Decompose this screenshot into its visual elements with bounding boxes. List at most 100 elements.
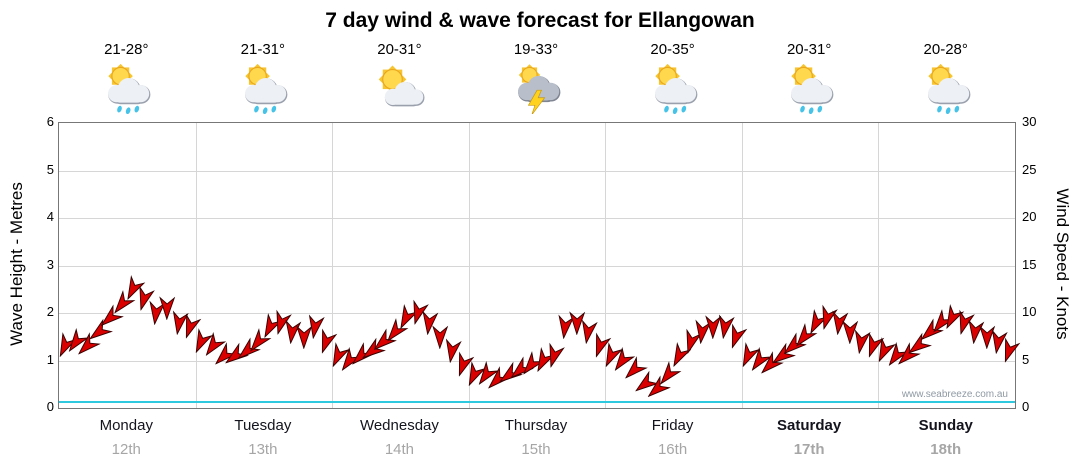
- wind-direction-arrow: [791, 322, 819, 351]
- wind-direction-arrow: [872, 337, 897, 366]
- sun-cloud-rain-icon: [100, 62, 152, 114]
- day-date: 16th: [657, 441, 688, 458]
- wind-direction-arrow: [73, 332, 102, 360]
- wind-direction-arrow: [295, 325, 312, 350]
- sun-cloud-rain-icon: [783, 62, 835, 114]
- storm-icon: [510, 62, 562, 114]
- left-axis-title: Wave Height - Metres: [7, 182, 26, 346]
- wind-direction-arrow: [978, 325, 995, 350]
- day-name: Wednesday: [359, 417, 439, 434]
- sun-cloud-icon: [373, 62, 425, 114]
- wind-direction-arrow: [842, 320, 859, 345]
- day-date: 12th: [111, 441, 141, 458]
- sun-cloud-rain-icon: [647, 62, 699, 114]
- horizontal-gridline: [59, 170, 1015, 172]
- wind-direction-arrow: [568, 310, 586, 336]
- wind-direction-arrow: [725, 323, 748, 351]
- wind-direction-arrow: [882, 341, 909, 370]
- wind-direction-arrow: [169, 309, 189, 335]
- wind-direction-arrow: [530, 346, 556, 375]
- day-name: Friday: [651, 417, 694, 434]
- wind-direction-arrow: [326, 341, 351, 370]
- wind-direction-arrow: [305, 314, 325, 340]
- horizontal-gridline: [59, 313, 1015, 314]
- right-axis-tick-label: 25: [1022, 161, 1037, 177]
- wind-direction-arrow: [472, 360, 500, 389]
- left-axis-tick-label: 0: [46, 399, 54, 414]
- day-temperature: 19-33°: [513, 41, 559, 58]
- day-temperature: 20-31°: [786, 41, 832, 58]
- wind-direction-arrow: [620, 356, 648, 384]
- wind-direction-arrow: [442, 338, 462, 364]
- wind-direction-arrow: [381, 317, 409, 347]
- day-date: 14th: [384, 441, 415, 458]
- day-date: 13th: [248, 441, 278, 458]
- day-date: 17th: [793, 441, 825, 458]
- wind-direction-arrow: [735, 341, 760, 370]
- wind-direction-arrow: [543, 342, 565, 369]
- weather-icon-sun-cloud-rain: [647, 62, 699, 114]
- wind-direction-arrow: [210, 341, 238, 370]
- day-temperature: 20-35°: [650, 41, 695, 58]
- wind-direction-arrow: [588, 332, 611, 360]
- wind-direction-arrow: [257, 313, 282, 342]
- wind-direction-arrow: [745, 346, 773, 375]
- wind-direction-arrow: [803, 308, 829, 337]
- horizontal-gridline: [59, 360, 1015, 362]
- sun-cloud-rain-icon: [237, 62, 289, 114]
- right-axis-tick-label: 5: [1022, 351, 1030, 367]
- left-axis-tick-label: 6: [46, 114, 54, 129]
- wind-direction-arrow: [232, 337, 261, 365]
- wind-direction-arrow: [419, 310, 439, 336]
- day-date: 15th: [521, 441, 551, 458]
- wind-direction-arrow: [705, 315, 722, 340]
- wind-direction-arrow: [452, 351, 475, 379]
- wind-direction-arrow: [599, 341, 624, 370]
- right-axis-tick-label: 15: [1022, 256, 1037, 272]
- wind-direction-arrow: [133, 285, 156, 312]
- weather-icon-sun-cloud-rain: [237, 62, 289, 114]
- wind-direction-arrow: [779, 332, 808, 360]
- wind-direction-arrow: [654, 360, 682, 389]
- wind-direction-arrow: [315, 327, 338, 356]
- wind-direction-arrow: [63, 327, 90, 356]
- wind-direction-arrow: [998, 337, 1021, 365]
- wind-direction-arrow: [829, 310, 848, 336]
- wind-direction-arrow: [84, 318, 113, 345]
- wind-direction-arrow: [940, 303, 965, 332]
- weather-icon-sun-cloud: [373, 62, 425, 114]
- wind-direction-arrow: [927, 308, 955, 337]
- wind-direction-arrow: [96, 304, 125, 332]
- wind-direction-arrow: [852, 328, 872, 354]
- wind-direction-arrow: [609, 346, 636, 375]
- weather-icon-sun-cloud-rain: [920, 62, 972, 114]
- wind-direction-arrow: [120, 275, 146, 304]
- wind-direction-arrow: [556, 314, 575, 340]
- wind-direction-arrow: [432, 325, 449, 350]
- day-name: Sunday: [918, 417, 973, 434]
- chart-title: 7 day wind & wave forecast for Ellangowa…: [325, 9, 755, 32]
- day-temperature: 21-31°: [240, 41, 286, 58]
- wind-direction-arrow: [715, 314, 735, 340]
- wind-direction-arrow: [631, 370, 660, 398]
- day-temperature: 20-28°: [923, 41, 968, 58]
- wind-direction-arrow: [915, 318, 944, 346]
- right-axis-tick-label: 10: [1022, 304, 1037, 319]
- day-name: Saturday: [777, 417, 842, 434]
- right-axis-tick-label: 0: [1022, 399, 1030, 414]
- day-temperature: 21-28°: [104, 41, 149, 58]
- wind-direction-arrow: [52, 332, 77, 361]
- left-axis-tick-label: 3: [46, 256, 54, 272]
- wind-direction-arrow: [189, 327, 214, 356]
- right-axis-tick-label: 30: [1022, 114, 1037, 129]
- wind-direction-arrow: [578, 319, 598, 345]
- weather-icon-sun-cloud-rain: [783, 62, 835, 114]
- wind-direction-arrow: [159, 296, 176, 321]
- wind-direction-arrow: [680, 328, 702, 355]
- sun-cloud-rain-icon: [920, 62, 972, 114]
- day-name: Tuesday: [234, 417, 292, 434]
- left-axis-tick-label: 1: [46, 351, 54, 367]
- left-axis-tick-label: 5: [46, 161, 54, 177]
- weather-icon-storm: [510, 62, 562, 114]
